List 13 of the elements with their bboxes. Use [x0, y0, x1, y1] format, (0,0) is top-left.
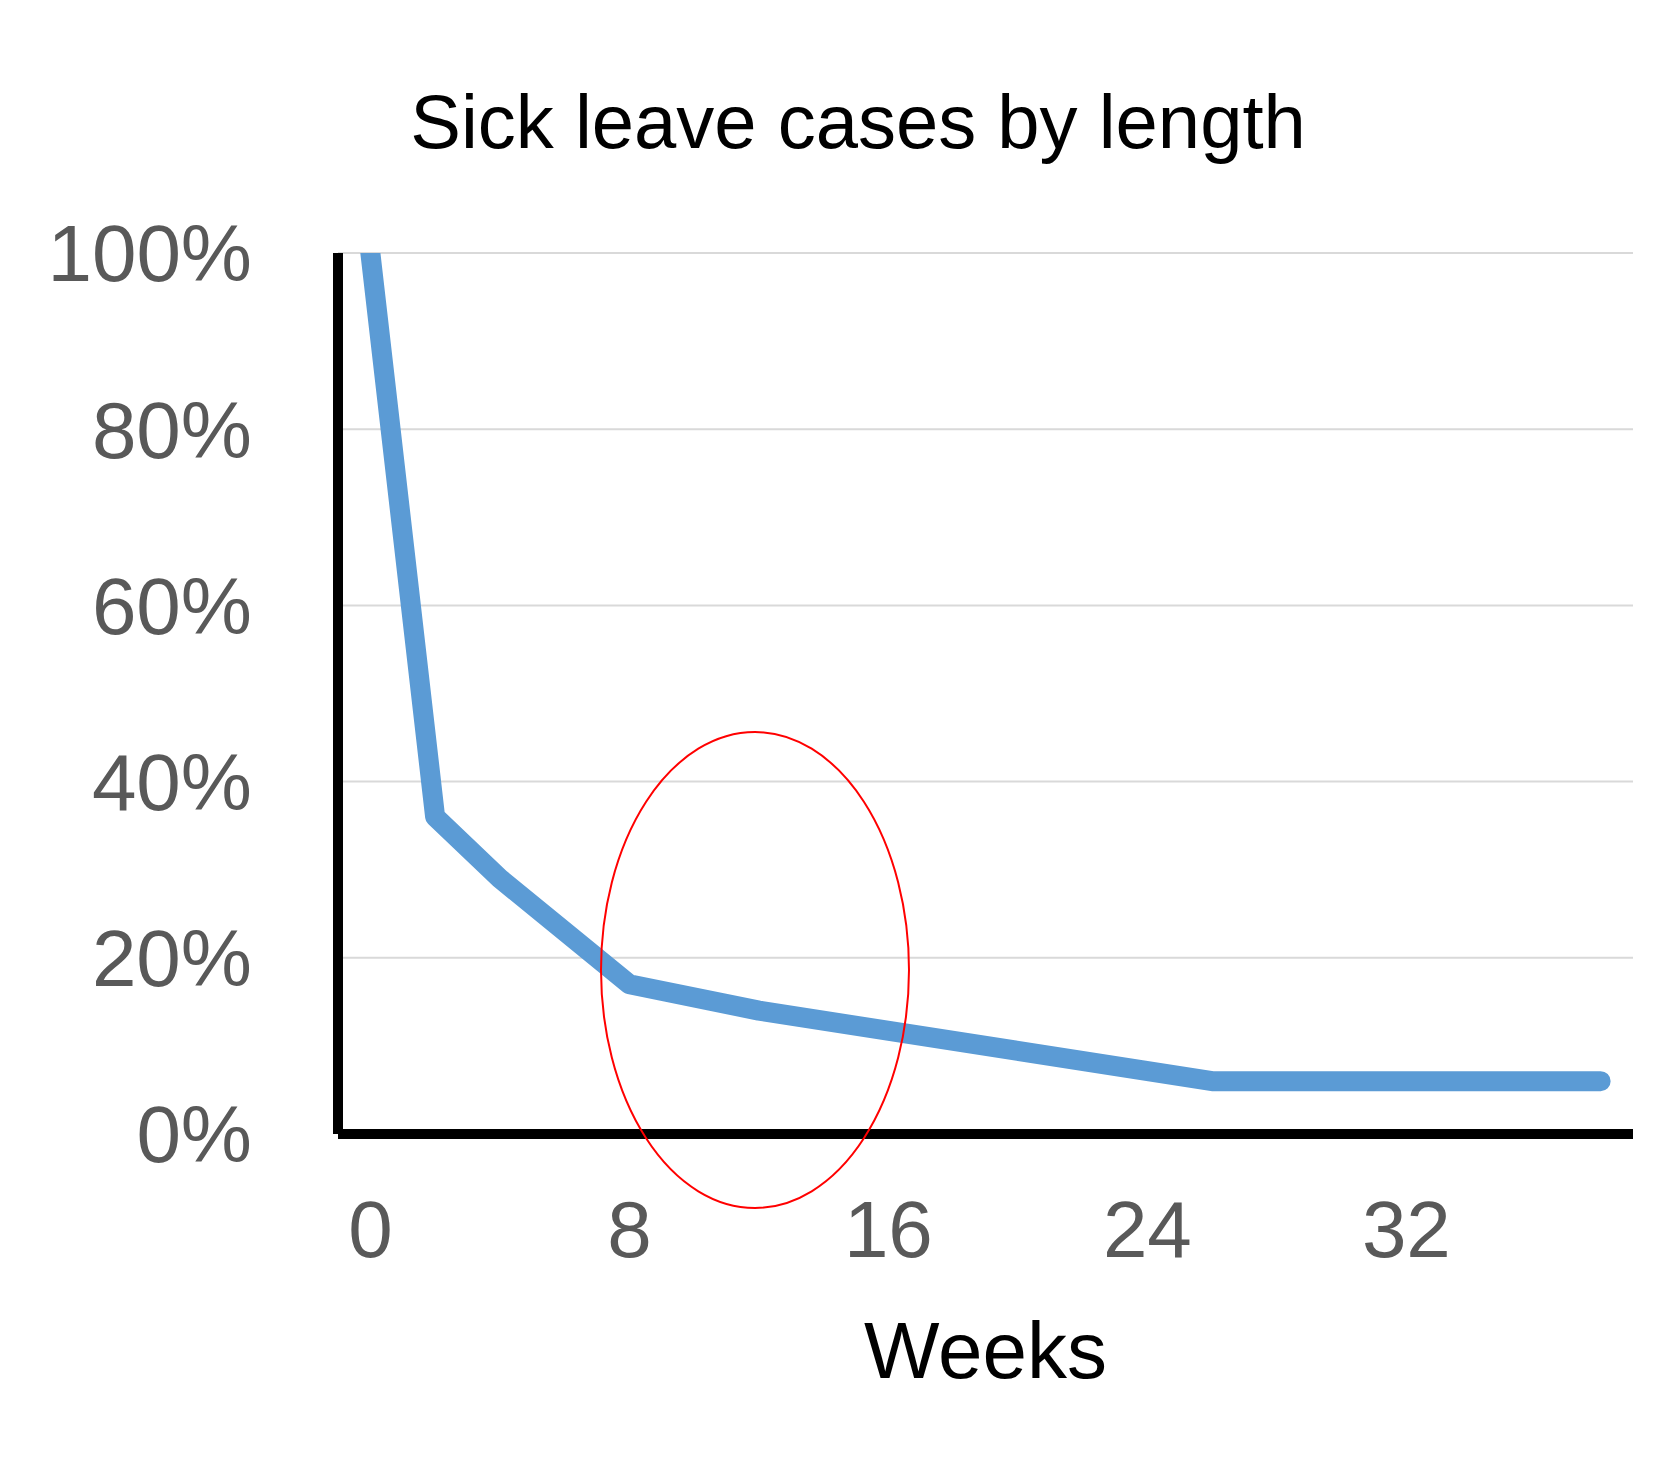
y-tick-label: 80% [91, 385, 252, 475]
x-axis-title: Weeks [863, 1306, 1108, 1395]
y-tick-label: 0% [136, 1090, 252, 1180]
x-tick-label: 24 [1102, 1184, 1192, 1274]
x-tick-label: 16 [843, 1184, 933, 1274]
x-tick-label: 0 [348, 1184, 393, 1274]
y-tick-label: 20% [91, 914, 252, 1004]
y-tick-label: 100% [47, 209, 252, 299]
x-tick-label: 8 [607, 1184, 652, 1274]
y-tick-label: 60% [91, 561, 252, 651]
chart-title: Sick leave cases by length [409, 78, 1307, 165]
x-tick-label: 32 [1361, 1184, 1451, 1274]
y-tick-label: 40% [91, 738, 252, 827]
